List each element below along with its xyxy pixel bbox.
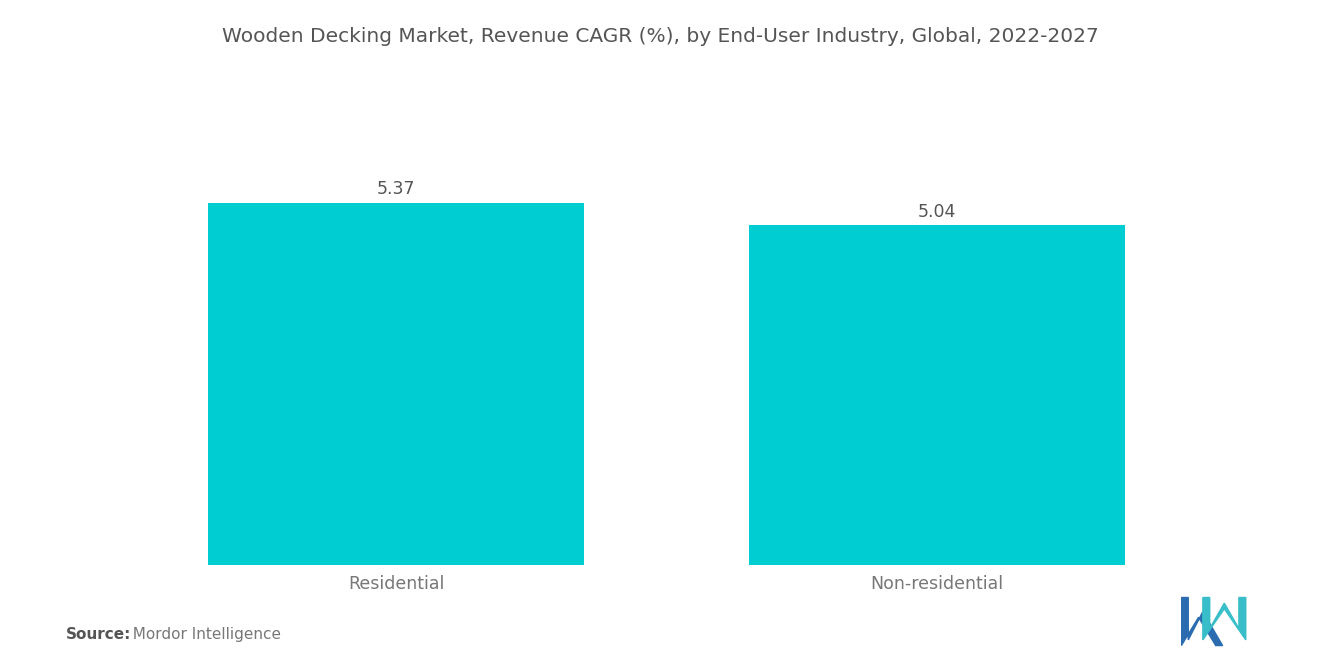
Text: Mordor Intelligence: Mordor Intelligence: [123, 626, 281, 642]
Text: 5.37: 5.37: [378, 180, 416, 198]
Polygon shape: [1181, 597, 1222, 646]
Polygon shape: [1203, 597, 1246, 640]
Text: 5.04: 5.04: [917, 203, 956, 221]
Bar: [748, 225, 1125, 565]
Bar: [209, 203, 585, 565]
Text: Source:: Source:: [66, 626, 132, 642]
Text: Wooden Decking Market, Revenue CAGR (%), by End-User Industry, Global, 2022-2027: Wooden Decking Market, Revenue CAGR (%),…: [222, 27, 1098, 46]
